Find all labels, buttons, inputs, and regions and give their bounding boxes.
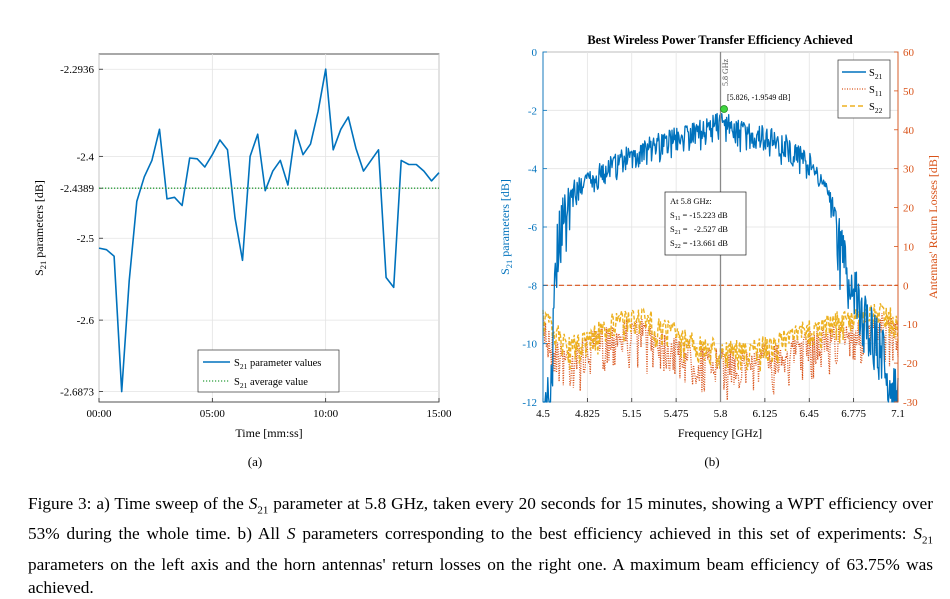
y-axis-label-right-b: Antennas' Return Losses [dB] bbox=[926, 155, 940, 299]
y-tick-label: -2.6873 bbox=[60, 387, 94, 399]
legend-box-a bbox=[197, 349, 340, 393]
annotation-row-s22: S22 = -13.661 dB bbox=[670, 238, 728, 250]
x-tick-label: 10:00 bbox=[313, 408, 339, 420]
legend-label-values: S21 parameter values bbox=[234, 358, 321, 371]
legend-label-s21: S21 bbox=[869, 68, 883, 81]
x-tick-label: 4.825 bbox=[575, 408, 600, 420]
series-line-values bbox=[98, 68, 440, 393]
y-tick-label: -2.6 bbox=[77, 315, 95, 327]
annotation-row-s11: S11 = -15.223 dB bbox=[670, 210, 728, 222]
y-left-tick-label: -2 bbox=[528, 105, 537, 117]
figure-caption: Figure 3: a) Time sweep of the S21 param… bbox=[28, 494, 933, 597]
annotation-row-s21: S21 = -2.527 dB bbox=[670, 224, 728, 236]
datatip-point bbox=[720, 105, 728, 113]
y-right-tick-label: 30 bbox=[903, 164, 915, 176]
x-tick-label: 4.5 bbox=[536, 408, 550, 420]
chart-title-b: Best Wireless Power Transfer Efficiency … bbox=[587, 33, 852, 47]
y-right-tick-label: 50 bbox=[903, 86, 915, 98]
legend-label-s22: S22 bbox=[869, 102, 883, 115]
panel-label-b: (b) bbox=[704, 454, 719, 469]
legend-box-b bbox=[837, 59, 891, 119]
datatip-label: [5.826, -1.9549 dB] bbox=[727, 93, 791, 102]
legend-a: S21 parameter values S21 average value bbox=[197, 349, 340, 393]
ticks-b: 4.5 4.825 5.15 5.475 5.8 6.125 6.45 6.775 7.1 0 -2… bbox=[522, 47, 918, 420]
y-axis-label-left-b: S21 parameters [dB] bbox=[498, 179, 514, 275]
y-tick-label: -2.5 bbox=[77, 233, 95, 245]
y-right-tick-label: 10 bbox=[903, 241, 915, 253]
annotation-heading: At 5.8 GHz: bbox=[670, 196, 712, 206]
panel-label-a: (a) bbox=[248, 454, 262, 469]
y-right-tick-label: -10 bbox=[903, 319, 918, 331]
x-tick-label: 6.125 bbox=[753, 408, 778, 420]
y-right-tick-label: 20 bbox=[903, 203, 915, 215]
chart-panel-a: 00:00 05:00 10:00 15:00 -2.2936 -2.4 -2.4389 -2… bbox=[32, 53, 452, 469]
y-right-tick-label: -30 bbox=[903, 397, 918, 409]
y-right-tick-label: 0 bbox=[903, 280, 909, 292]
x-tick-label: 6.45 bbox=[800, 408, 820, 420]
x-axis-label-b: Frequency [GHz] bbox=[678, 426, 762, 440]
annotation-frame bbox=[664, 191, 747, 256]
chart-panel-b: Best Wireless Power Transfer Efficiency … bbox=[498, 33, 940, 469]
y-tick-label: -2.4 bbox=[77, 151, 95, 163]
y-tick-label: -2.2936 bbox=[60, 64, 94, 76]
y-left-tick-label: -10 bbox=[522, 339, 537, 351]
x-tick-label: 5.475 bbox=[664, 408, 689, 420]
x-axis-label-a: Time [mm:ss] bbox=[235, 426, 302, 440]
x-tick-label: 7.1 bbox=[891, 408, 905, 420]
y-left-tick-label: -6 bbox=[528, 222, 538, 234]
figure-canvas: 00:00 05:00 10:00 15:00 -2.2936 -2.4 -2.4389 -2… bbox=[32, 33, 940, 469]
series-a bbox=[98, 68, 440, 393]
x-tick-label: 5.15 bbox=[622, 408, 642, 420]
y-right-tick-label: -20 bbox=[903, 358, 918, 370]
legend-label-s11: S11 bbox=[869, 85, 882, 98]
y-axis-label-a: S21 parameters [dB] bbox=[32, 180, 48, 276]
y-left-tick-label: -12 bbox=[522, 397, 537, 409]
y-left-tick-label: 0 bbox=[532, 47, 538, 59]
x-tick-label: 00:00 bbox=[86, 408, 112, 420]
y-right-tick-label: 60 bbox=[903, 47, 915, 59]
x-tick-label: 6.775 bbox=[841, 408, 866, 420]
y-left-tick-label: -8 bbox=[528, 280, 538, 292]
marker-label: 5.8 GHz bbox=[721, 58, 730, 86]
x-tick-label: 05:00 bbox=[200, 408, 226, 420]
legend-label-average: S21 average value bbox=[234, 377, 308, 390]
ticks-a: 00:00 05:00 10:00 15:00 -2.2936 -2.4 -2.4389 -2… bbox=[60, 64, 452, 420]
y-tick-label: -2.4389 bbox=[60, 183, 94, 195]
y-left-tick-label: -4 bbox=[528, 164, 538, 176]
legend-b: S21 S11 S22 bbox=[837, 59, 891, 119]
annotation-box: At 5.8 GHz: S11 = -15.223 dB S21 = -2.527 … bbox=[664, 191, 747, 256]
x-tick-label: 5.8 bbox=[714, 408, 728, 420]
y-right-tick-label: 40 bbox=[903, 125, 915, 137]
x-tick-label: 15:00 bbox=[426, 408, 452, 420]
plot-area-a bbox=[98, 53, 440, 403]
